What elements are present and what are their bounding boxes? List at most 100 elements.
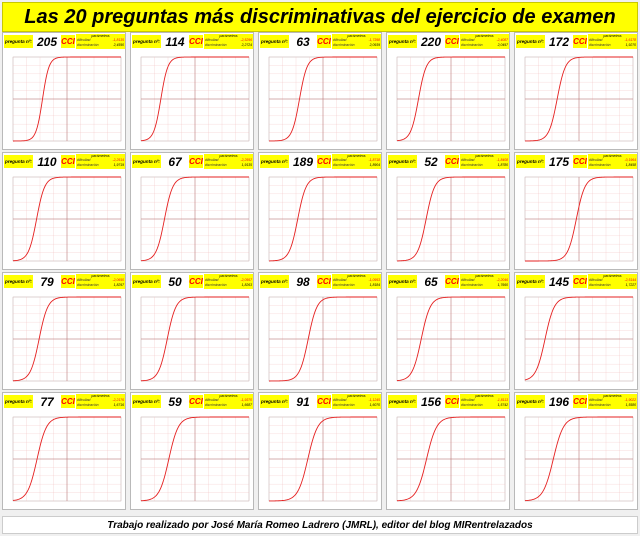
params-title: parámetros — [347, 394, 366, 398]
question-label: pregunta nº: — [4, 395, 33, 408]
difficulty-value: -2,4087 — [496, 38, 509, 42]
question-number: 189 — [290, 154, 316, 169]
discrimination-row: discriminación 2,0939 — [333, 43, 380, 48]
panel-header: pregunta nº: 59 CCI parámetros dificultad -1,… — [131, 393, 253, 410]
panel-header: pregunta nº: 205 CCI parámetros dificultad -1… — [3, 33, 125, 50]
difficulty-label: dificultad — [461, 158, 475, 162]
discrimination-label: discriminación — [461, 403, 483, 407]
discrimination-label: discriminación — [589, 283, 611, 287]
params-title: parámetros — [91, 154, 110, 158]
cci-plot — [12, 176, 122, 262]
params-title: parámetros — [475, 394, 494, 398]
cci-label: CCI — [61, 395, 75, 408]
params-title: parámetros — [219, 274, 238, 278]
discrimination-value: 2,0497 — [497, 43, 508, 47]
parameters-box: parámetros dificultad -2,5296 discriminació… — [204, 34, 253, 49]
discrimination-label: discriminación — [77, 43, 99, 47]
discrimination-label: discriminación — [589, 43, 611, 47]
parameters-box: parámetros dificultad -2,2176 discriminació… — [76, 394, 125, 409]
panel-header: pregunta nº: 110 CCI parámetros dificultad -2… — [3, 153, 125, 170]
params-title: parámetros — [219, 34, 238, 38]
cci-label: CCI — [573, 395, 587, 408]
cci-plot — [524, 416, 634, 502]
parameters-box: parámetros dificultad -1,8408 discriminació… — [460, 154, 509, 169]
chart-panel-q52: pregunta nº: 52 CCI parámetros dificultad -1,… — [386, 152, 510, 270]
cci-plot — [524, 56, 634, 142]
discrimination-row: discriminación 2,4590 — [77, 43, 124, 48]
question-label: pregunta nº: — [516, 395, 545, 408]
cci-plot — [524, 296, 634, 382]
cci-curve — [12, 176, 121, 262]
parameters-box: parámetros dificultad -2,4087 discriminació… — [460, 34, 509, 49]
cci-label: CCI — [317, 395, 331, 408]
parameters-box: parámetros dificultad -2,0650 discriminació… — [76, 274, 125, 289]
params-title: parámetros — [603, 154, 622, 158]
question-number: 50 — [162, 274, 188, 289]
difficulty-row: dificultad -1,7398 — [333, 38, 380, 43]
question-label: pregunta nº: — [260, 35, 289, 48]
panel-header: pregunta nº: 67 CCI parámetros dificultad -2,… — [131, 153, 253, 170]
cci-label: CCI — [445, 155, 459, 168]
discrimination-row: discriminación 1,9719 — [77, 163, 124, 168]
chart-panel-q67: pregunta nº: 67 CCI parámetros dificultad -2,… — [130, 152, 254, 270]
cci-curve — [524, 416, 633, 502]
difficulty-value: -2,2176 — [112, 398, 125, 402]
chart-panel-q50: pregunta nº: 50 CCI parámetros dificultad -2,… — [130, 272, 254, 390]
cci-plot — [268, 296, 378, 382]
discrimination-value: 1,8904 — [369, 163, 380, 167]
difficulty-label: dificultad — [333, 38, 347, 42]
discrimination-label: discriminación — [461, 163, 483, 167]
difficulty-label: dificultad — [77, 38, 91, 42]
discrimination-label: discriminación — [333, 43, 355, 47]
discrimination-label: discriminación — [77, 283, 99, 287]
discrimination-row: discriminación 1,8297 — [77, 283, 124, 288]
discrimination-value: 1,8458 — [625, 163, 636, 167]
panel-header: pregunta nº: 79 CCI parámetros dificultad -2,… — [3, 273, 125, 290]
question-label: pregunta nº: — [260, 395, 289, 408]
cci-label: CCI — [61, 35, 75, 48]
question-label: pregunta nº: — [132, 35, 161, 48]
discrimination-label: discriminación — [461, 43, 483, 47]
difficulty-row: dificultad -1,6178 — [589, 38, 636, 43]
params-title: parámetros — [91, 274, 110, 278]
discrimination-label: discriminación — [333, 283, 355, 287]
panel-header: pregunta nº: 114 CCI parámetros dificultad -2… — [131, 33, 253, 50]
cci-curve — [268, 416, 377, 502]
cci-curve — [396, 176, 505, 262]
discrimination-row: discriminación 1,8458 — [589, 163, 636, 168]
panel-header: pregunta nº: 77 CCI parámetros dificultad -2,… — [3, 393, 125, 410]
discrimination-row: discriminación 1,5742 — [461, 403, 508, 408]
parameters-box: parámetros dificultad -1,6178 discriminació… — [588, 34, 637, 49]
chart-panel-q220: pregunta nº: 220 CCI parámetros dificultad -2… — [386, 32, 510, 150]
difficulty-value: -1,8113 — [496, 398, 508, 402]
difficulty-label: dificultad — [461, 38, 475, 42]
discrimination-value: 1,8184 — [369, 283, 380, 287]
panel-header: pregunta nº: 65 CCI parámetros dificultad -2,… — [387, 273, 509, 290]
question-label: pregunta nº: — [260, 155, 289, 168]
chart-panel-q91: pregunta nº: 91 CCI parámetros dificultad -1,… — [258, 392, 382, 510]
chart-panel-q79: pregunta nº: 79 CCI parámetros dificultad -2,… — [2, 272, 126, 390]
discrimination-label: discriminación — [589, 163, 611, 167]
chart-panel-q175: pregunta nº: 175 CCI parámetros dificultad -0… — [514, 152, 638, 270]
question-label: pregunta nº: — [388, 395, 417, 408]
cci-curve — [396, 416, 505, 502]
discrimination-value: 1,6687 — [241, 403, 252, 407]
discrimination-row: discriminación 2,2724 — [205, 43, 252, 48]
chart-panel-q145: pregunta nº: 145 CCI parámetros dificultad -2… — [514, 272, 638, 390]
chart-panel-q189: pregunta nº: 189 CCI parámetros dificultad -1… — [258, 152, 382, 270]
parameters-box: parámetros dificultad -2,0567 discriminació… — [204, 274, 253, 289]
cci-label: CCI — [573, 35, 587, 48]
cci-curve — [396, 296, 505, 382]
parameters-box: parámetros dificultad -2,2592 discriminació… — [204, 154, 253, 169]
panel-header: pregunta nº: 91 CCI parámetros dificultad -1,… — [259, 393, 381, 410]
cci-label: CCI — [61, 275, 75, 288]
cci-plot — [268, 176, 378, 262]
cci-curve — [269, 56, 377, 142]
question-number: 91 — [290, 394, 316, 409]
cci-label: CCI — [445, 35, 459, 48]
difficulty-row: dificultad -1,1245 — [333, 398, 380, 403]
discrimination-value: 1,5742 — [497, 403, 508, 407]
discrimination-label: discriminación — [333, 403, 355, 407]
discrimination-value: 1,9135 — [241, 163, 252, 167]
parameters-box: parámetros dificultad -1,8135 discriminació… — [76, 34, 125, 49]
